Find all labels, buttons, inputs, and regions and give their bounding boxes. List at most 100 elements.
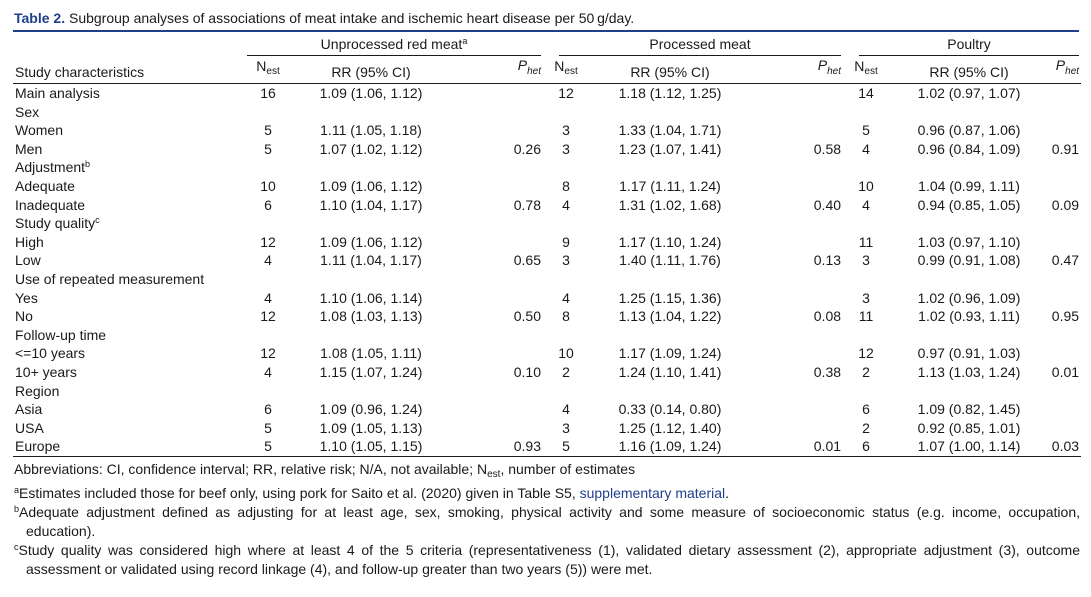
cell-rr-ci [889, 326, 1049, 345]
cell-n-est: 5 [245, 437, 291, 457]
cell-p-het: 0.08 [813, 308, 842, 325]
cell-n-est: 11 [858, 233, 874, 250]
cell-p-het: 0.10 [513, 364, 541, 380]
col-p-het: Phet [751, 56, 844, 84]
cell-n-est [843, 158, 889, 177]
cell-p-het [451, 158, 543, 177]
supplementary-material-link[interactable]: supplementary material [579, 484, 726, 501]
cell-rr-ci: 1.13 (1.03, 1.24) [917, 364, 1021, 380]
cell-p-het: 0.03 [1049, 437, 1082, 457]
cell-p-het: 0.40 [813, 196, 842, 213]
table-row: USA 5 1.09 (1.05, 1.13) 3 1.25 (1.12, 1.40) 2… [13, 418, 1081, 437]
group-header-red-meat: Unprocessed red meata [245, 32, 543, 56]
cell-rr-ci: 1.24 (1.10, 1.41) [618, 364, 722, 380]
col-n-est: Nest [245, 56, 291, 84]
cell-rr-ci [291, 270, 451, 289]
table-row: High 12 1.09 (1.06, 1.12) 9 1.17 (1.10, 1.24… [13, 233, 1081, 252]
cell-p-het [1049, 158, 1081, 177]
cell-rr-ci: 1.09 (1.06, 1.12) [319, 85, 423, 102]
cell-rr-ci: 1.23 (1.07, 1.41) [618, 140, 722, 157]
table-row: Adequate 10 1.09 (1.06, 1.12) 8 1.17 (1.11, … [13, 177, 1081, 196]
cell-n-est [543, 326, 589, 345]
row-label: Sex [15, 103, 40, 120]
cell-n-est: 2 [862, 419, 870, 436]
row-label: <=10 years [15, 345, 86, 362]
table-row: Sex [13, 102, 1081, 121]
cell-n-est: 3 [562, 122, 570, 139]
footnote-a: aEstimates included those for beef only,… [14, 484, 730, 501]
cell-p-het [1049, 83, 1081, 102]
column-header-row: Study characteristics Nest RR (95% CI) P… [13, 56, 1082, 84]
cell-rr-ci: 1.25 (1.15, 1.36) [618, 289, 722, 306]
cell-rr-ci: 1.10 (1.05, 1.15) [291, 437, 451, 457]
cell-p-het [1049, 102, 1081, 121]
cell-n-est: 5 [264, 140, 272, 157]
cell-p-het [1049, 121, 1081, 140]
cell-p-het: 0.01 [751, 437, 844, 457]
cell-rr-ci: 1.09 (1.06, 1.12) [319, 178, 423, 195]
cell-rr-ci [291, 326, 451, 345]
cell-n-est [543, 381, 589, 400]
cell-rr-ci: 0.33 (0.14, 0.80) [618, 401, 722, 418]
row-label: Use of repeated measurement [15, 271, 205, 288]
table-row: Main analysis 16 1.09 (1.06, 1.12) 12 1.18 (… [13, 83, 1081, 102]
cell-rr-ci: 1.02 (0.97, 1.07) [917, 85, 1021, 102]
table-label: Table 2. [14, 10, 66, 26]
cell-n-est [245, 326, 291, 345]
cell-n-est: 12 [558, 85, 574, 102]
cell-rr-ci [291, 102, 451, 121]
cell-rr-ci: 1.10 (1.06, 1.14) [319, 289, 423, 306]
table-row: Use of repeated measurement [13, 270, 1081, 289]
col-p-het: Phet [451, 56, 543, 84]
cell-p-het [451, 270, 543, 289]
footnote-abbreviations: Abbreviations: CI, confidence interval; … [14, 460, 636, 480]
cell-n-est: 6 [264, 401, 272, 418]
cell-rr-ci [589, 270, 751, 289]
cell-p-het: 0.91 [1051, 140, 1080, 157]
cell-p-het: 0.01 [1051, 364, 1080, 380]
cell-n-est: 12 [260, 345, 276, 362]
col-p-het: Phet [1049, 56, 1082, 84]
cell-p-het [451, 418, 543, 437]
cell-rr-ci: 1.09 (0.82, 1.45) [917, 401, 1021, 418]
cell-n-est [245, 214, 291, 233]
cell-rr-ci: 0.92 (0.85, 1.01) [917, 419, 1021, 436]
col-study-characteristics: Study characteristics [13, 56, 245, 84]
cell-rr-ci [589, 381, 751, 400]
col-n-est: Nest [843, 56, 890, 84]
row-label: High [15, 233, 44, 250]
cell-n-est [245, 270, 291, 289]
cell-rr-ci: 1.07 (1.00, 1.14) [889, 437, 1050, 457]
cell-p-het: 0.09 [1051, 196, 1080, 213]
cell-p-het [751, 344, 843, 363]
cell-rr-ci [589, 326, 751, 345]
cell-p-het: 0.95 [1051, 308, 1080, 325]
footnote-c: cStudy quality was considered high where… [14, 541, 1080, 577]
cell-p-het [451, 121, 543, 140]
cell-rr-ci [589, 214, 751, 233]
cell-n-est: 4 [264, 289, 272, 306]
row-label: USA [15, 419, 44, 436]
row-label: Inadequate [15, 196, 86, 213]
cell-n-est: 3 [562, 419, 570, 436]
cell-n-est: 11 [858, 308, 874, 325]
table-row: Adjustmentb [13, 158, 1081, 177]
cell-rr-ci: 1.09 (0.96, 1.24) [319, 401, 423, 418]
cell-rr-ci: 1.02 (0.96, 1.09) [917, 289, 1021, 306]
cell-rr-ci [889, 214, 1049, 233]
cell-n-est [245, 102, 291, 121]
cell-n-est: 2 [562, 364, 570, 380]
cell-p-het: 0.50 [513, 308, 541, 325]
group-header-processed-meat: Processed meat [543, 32, 843, 56]
cell-rr-ci [889, 102, 1049, 121]
cell-rr-ci [589, 102, 751, 121]
table-row: Study qualityc [13, 214, 1081, 233]
cell-n-est: 2 [862, 364, 870, 380]
cell-n-est [843, 270, 889, 289]
row-label: Adequate [15, 178, 75, 195]
cell-n-est: 3 [562, 252, 570, 269]
cell-n-est: 14 [858, 85, 874, 102]
cell-n-est: 12 [858, 345, 874, 362]
cell-rr-ci: 0.97 (0.91, 1.03) [917, 345, 1021, 362]
